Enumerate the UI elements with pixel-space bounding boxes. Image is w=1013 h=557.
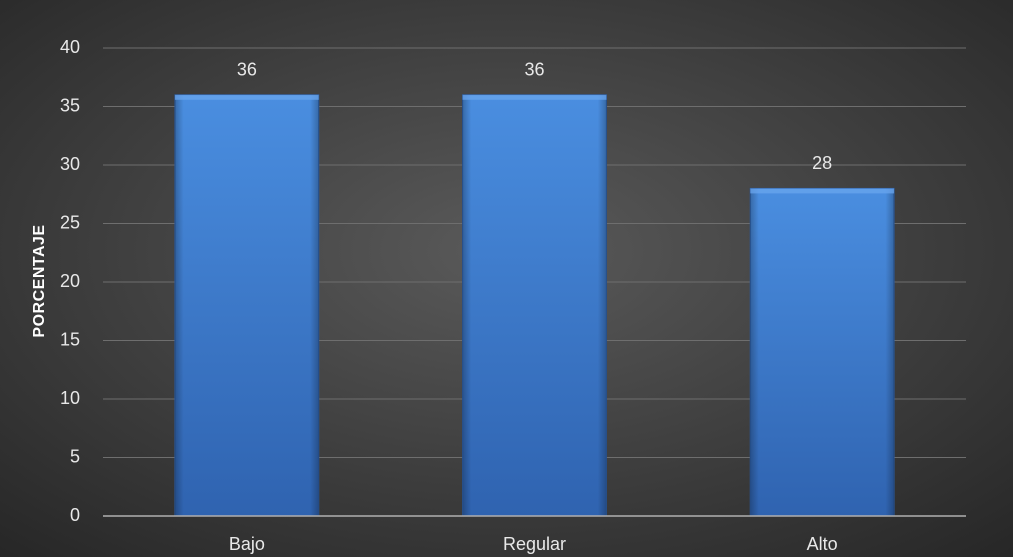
x-axis-categories: Bajo Regular Alto <box>229 534 838 554</box>
x-category-label-alto: Alto <box>807 534 838 554</box>
y-tick-label: 25 <box>60 212 80 232</box>
x-category-label-bajo: Bajo <box>229 534 265 554</box>
bar-bevel <box>750 188 895 516</box>
bar-bevel <box>462 94 607 517</box>
y-tick-label: 20 <box>60 271 80 291</box>
data-label-bajo: 36 <box>237 60 257 80</box>
data-labels: 36 36 28 <box>237 60 832 174</box>
y-tick-label: 35 <box>60 95 80 115</box>
y-axis-title: PORCENTAJE <box>31 224 48 337</box>
y-tick-label: 0 <box>70 505 80 525</box>
bar-top-bevel <box>174 94 319 100</box>
bars <box>174 94 895 517</box>
y-tick-label: 40 <box>60 37 80 57</box>
data-label-regular: 36 <box>524 60 544 80</box>
y-tick-label: 10 <box>60 388 80 408</box>
y-tick-label: 30 <box>60 154 80 174</box>
data-label-alto: 28 <box>812 153 832 173</box>
y-axis-ticks: 0 5 10 15 20 25 30 35 40 <box>60 37 80 525</box>
y-tick-label: 15 <box>60 329 80 349</box>
bar-top-bevel <box>462 94 607 100</box>
y-tick-label: 5 <box>70 446 80 466</box>
bar-top-bevel <box>750 188 895 194</box>
x-category-label-regular: Regular <box>503 534 566 554</box>
bar-bevel <box>174 94 319 517</box>
